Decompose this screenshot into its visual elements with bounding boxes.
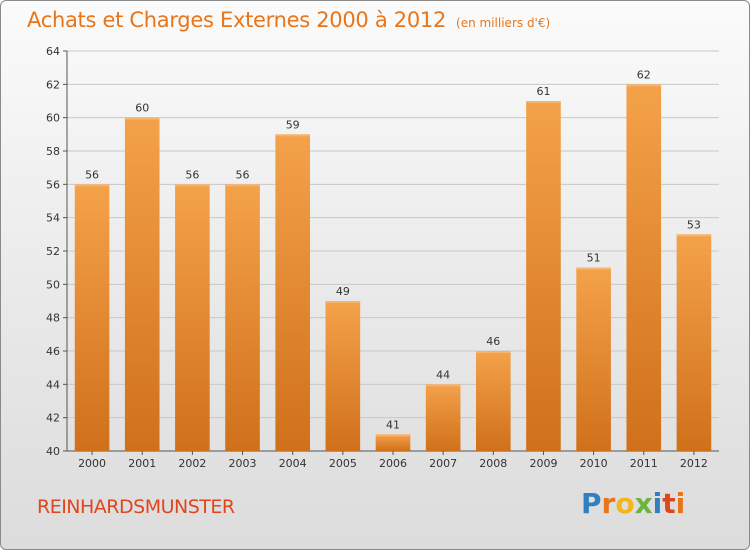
bar-highlight bbox=[476, 351, 511, 353]
bar-highlight bbox=[375, 434, 411, 437]
x-tick-label: 2012 bbox=[680, 457, 708, 470]
logo-letter: P bbox=[581, 487, 602, 520]
value-label: 56 bbox=[85, 168, 99, 181]
value-label: 61 bbox=[536, 85, 550, 98]
value-label: 53 bbox=[687, 218, 701, 231]
y-tick-label: 50 bbox=[46, 278, 60, 291]
value-label: 56 bbox=[236, 168, 250, 181]
value-label: 44 bbox=[436, 368, 450, 381]
y-tick-label: 48 bbox=[46, 312, 60, 325]
bar bbox=[275, 134, 310, 452]
chart-subtitle: (en milliers d'€) bbox=[456, 16, 551, 30]
logo-letter: i bbox=[675, 487, 686, 520]
x-tick-label: 2008 bbox=[479, 457, 507, 470]
value-labels: 56 60 56 56 59 49 41 44 46 61 51 62 53 bbox=[85, 68, 701, 431]
place-name: REINHARDSMUNSTER bbox=[37, 496, 235, 518]
bar bbox=[526, 101, 561, 451]
bar bbox=[576, 267, 611, 451]
bar bbox=[175, 184, 210, 452]
y-tick-label: 58 bbox=[46, 145, 60, 158]
bar-highlight bbox=[74, 184, 110, 187]
value-label: 46 bbox=[486, 335, 500, 348]
y-tick-label: 40 bbox=[46, 445, 60, 458]
x-tick-label: 2007 bbox=[429, 457, 457, 470]
x-tick-label: 2006 bbox=[379, 457, 407, 470]
y-tick-label: 62 bbox=[46, 78, 60, 91]
logo-letter: i bbox=[652, 487, 663, 520]
y-tick-label: 60 bbox=[46, 112, 60, 125]
x-tick-labels: 2000 2001 2002 2003 2004 2005 2006 2007 2008 2009… bbox=[78, 451, 708, 470]
logo-letter: r bbox=[601, 487, 616, 520]
bar bbox=[375, 434, 411, 451]
x-tick-label: 2005 bbox=[329, 457, 357, 470]
value-label: 51 bbox=[587, 252, 601, 265]
bar bbox=[124, 117, 160, 452]
bar bbox=[476, 351, 511, 451]
bar-highlight bbox=[526, 101, 561, 103]
x-tick-label: 2009 bbox=[529, 457, 557, 470]
logo-letter: x bbox=[634, 487, 653, 520]
bar-highlight bbox=[225, 184, 260, 187]
y-tick-label: 46 bbox=[46, 345, 60, 358]
logo-letter: o bbox=[615, 487, 635, 520]
proxiti-logo: Proxiti bbox=[581, 487, 685, 520]
value-label: 59 bbox=[286, 118, 300, 131]
bar bbox=[425, 384, 461, 451]
x-tick-label: 2004 bbox=[279, 457, 307, 470]
x-tick-label: 2001 bbox=[128, 457, 156, 470]
x-tick-label: 2010 bbox=[580, 457, 608, 470]
bar-highlight bbox=[576, 267, 611, 270]
grid-lines bbox=[67, 50, 719, 452]
x-tick-label: 2003 bbox=[229, 457, 257, 470]
bar-highlight bbox=[124, 117, 160, 120]
value-label: 56 bbox=[185, 168, 199, 181]
y-tick-label: 56 bbox=[46, 178, 60, 191]
value-label: 62 bbox=[637, 68, 651, 81]
y-tick-label: 54 bbox=[46, 212, 60, 225]
value-label: 41 bbox=[386, 418, 400, 431]
y-tick-label: 52 bbox=[46, 245, 60, 258]
y-tick-label: 42 bbox=[46, 412, 60, 425]
bar-highlight bbox=[676, 234, 712, 237]
chart-title: Achats et Charges Externes 2000 à 2012 (e… bbox=[27, 8, 550, 32]
bar bbox=[74, 184, 110, 452]
value-label: 49 bbox=[336, 285, 350, 298]
bar bbox=[325, 301, 361, 451]
chart-title-text: Achats et Charges Externes 2000 à 2012 bbox=[27, 8, 447, 32]
value-label: 60 bbox=[135, 102, 149, 115]
x-tick-label: 2011 bbox=[630, 457, 658, 470]
bar-highlight bbox=[275, 134, 310, 137]
x-tick-label: 2002 bbox=[178, 457, 206, 470]
y-tick-labels: 40 42 44 46 48 50 52 54 56 58 60 62 64 bbox=[46, 45, 60, 458]
bar-highlight bbox=[425, 384, 461, 387]
bars bbox=[74, 84, 712, 452]
y-tick-label: 64 bbox=[46, 45, 60, 58]
bar bbox=[626, 84, 662, 451]
bar-highlight bbox=[626, 84, 662, 87]
bar-highlight bbox=[325, 301, 361, 303]
bar-highlight bbox=[175, 184, 210, 187]
bar bbox=[225, 184, 260, 452]
bar bbox=[676, 234, 712, 451]
logo-letter: t bbox=[662, 487, 676, 520]
x-tick-label: 2000 bbox=[78, 457, 106, 470]
y-tick-label: 44 bbox=[46, 378, 60, 391]
